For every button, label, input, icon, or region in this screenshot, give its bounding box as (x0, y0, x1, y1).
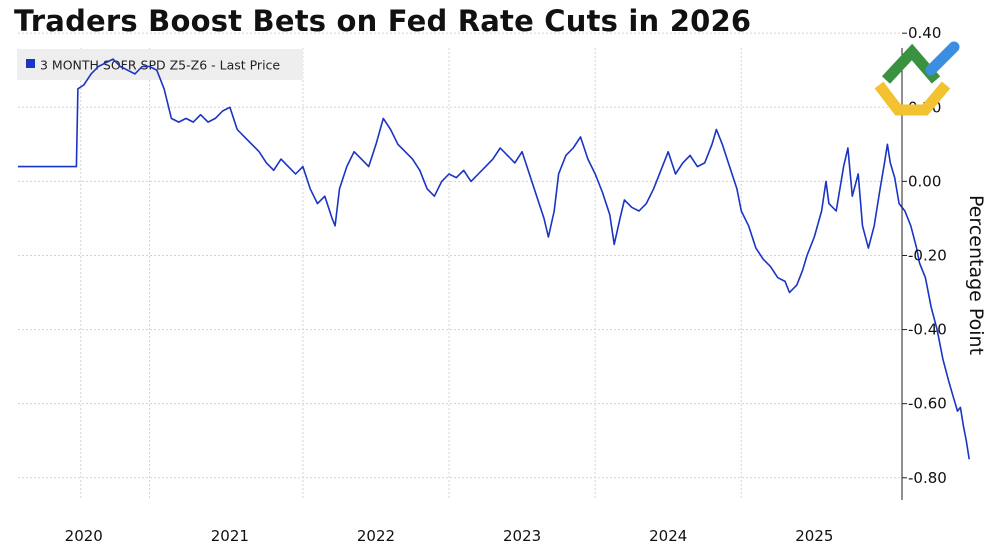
y-axis-label: Percentage Point (965, 195, 987, 355)
legend-background (17, 49, 303, 80)
x-tick-label-2: 2022 (357, 527, 395, 545)
x-tick-label-0: 2020 (65, 527, 103, 545)
y-tick-label-4: -0.40 (908, 321, 947, 339)
legend: 3 MONTH SOFR SPD Z5-Z6 - Last Price (17, 49, 303, 80)
x-tick-label-4: 2024 (649, 527, 687, 545)
logo-blue-stroke (925, 41, 960, 76)
legend-entry: 3 MONTH SOFR SPD Z5-Z6 - Last Price (40, 58, 280, 73)
y-tick-label-3: -0.20 (908, 246, 947, 264)
chart-title: Traders Boost Bets on Fed Rate Cuts in 2… (14, 4, 752, 38)
x-axis: 2020 2021 2022 2023 2024 2025 (65, 527, 834, 545)
y-tick-label-5: -0.60 (908, 395, 947, 413)
x-tick-label-1: 2021 (211, 527, 249, 545)
series-group (18, 58, 970, 460)
x-tick-label-3: 2023 (503, 527, 541, 545)
x-tick-label-5: 2025 (795, 527, 833, 545)
y-tick-label-0: 0.40 (908, 24, 941, 42)
y-tick-label-2: 0.00 (908, 172, 941, 190)
y-tick-label-6: -0.80 (908, 469, 947, 487)
legend-swatch (26, 59, 35, 68)
grid-lines (18, 32, 902, 500)
brokerage-logo-icon (874, 41, 960, 116)
logo-yellow-chevron (874, 81, 951, 116)
series-line-0 (18, 58, 970, 460)
